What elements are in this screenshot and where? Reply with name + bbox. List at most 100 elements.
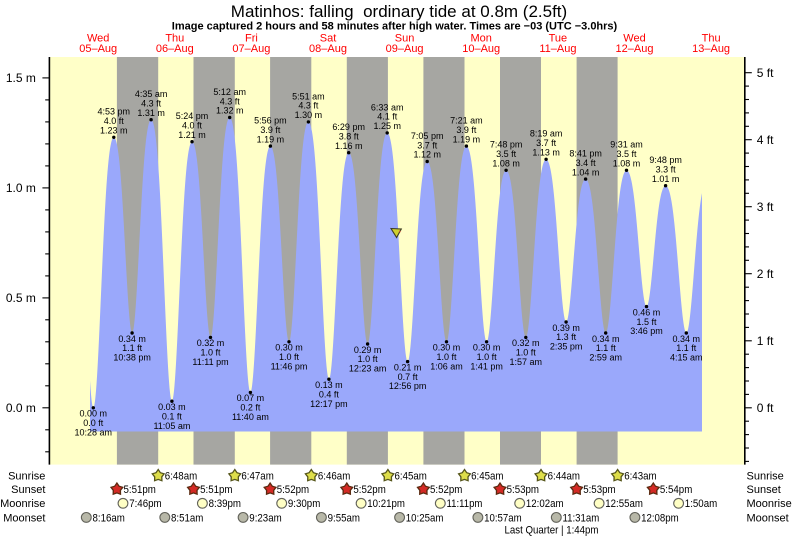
svg-text:Moonset: Moonset [747, 512, 789, 524]
svg-text:6:43am: 6:43am [624, 471, 656, 483]
svg-text:0.32 m: 0.32 m [512, 338, 540, 348]
svg-text:3:46 pm: 3:46 pm [630, 326, 663, 336]
svg-text:9:48 pm: 9:48 pm [649, 155, 682, 165]
svg-text:1.16 m: 1.16 m [335, 141, 363, 151]
svg-text:0.7 ft: 0.7 ft [398, 372, 419, 382]
svg-text:08–Aug: 08–Aug [309, 43, 347, 55]
svg-text:5:52pm: 5:52pm [277, 484, 309, 496]
svg-text:0.07 m: 0.07 m [237, 393, 265, 403]
svg-text:4.0 ft: 4.0 ft [104, 116, 125, 126]
svg-text:3.7 ft: 3.7 ft [536, 138, 557, 148]
svg-text:0.39 m: 0.39 m [552, 323, 580, 333]
svg-text:11–Aug: 11–Aug [539, 43, 576, 55]
svg-text:Matinhos: falling ordinary ti: Matinhos: falling ordinary tide at 0.8m … [231, 2, 567, 21]
svg-text:Thu: Thu [702, 32, 721, 44]
svg-text:12–Aug: 12–Aug [616, 43, 654, 55]
svg-text:0.5 m: 0.5 m [6, 291, 36, 305]
svg-text:3.4 ft: 3.4 ft [576, 158, 597, 168]
svg-text:3 ft: 3 ft [757, 200, 774, 214]
svg-text:1.32 m: 1.32 m [216, 106, 244, 116]
svg-text:1.0 ft: 1.0 ft [279, 352, 300, 362]
svg-text:12:17 pm: 12:17 pm [310, 399, 348, 409]
svg-text:9:31 am: 9:31 am [610, 140, 643, 150]
svg-text:11:11 pm: 11:11 pm [192, 357, 228, 367]
svg-text:6:46am: 6:46am [318, 471, 350, 483]
svg-text:1.0 ft: 1.0 ft [358, 354, 379, 364]
svg-text:1 ft: 1 ft [757, 334, 774, 348]
svg-text:Mon: Mon [470, 32, 491, 44]
svg-text:4.3 ft: 4.3 ft [141, 99, 162, 109]
svg-text:1.0 ft: 1.0 ft [477, 352, 498, 362]
svg-text:0.29 m: 0.29 m [354, 345, 382, 355]
svg-text:0.46 m: 0.46 m [633, 307, 661, 317]
svg-text:5:51pm: 5:51pm [124, 484, 156, 496]
svg-text:1.0 ft: 1.0 ft [436, 352, 457, 362]
svg-text:Moonrise: Moonrise [747, 498, 792, 510]
svg-text:1:50am: 1:50am [685, 498, 717, 510]
svg-text:1:57 am: 1:57 am [510, 357, 543, 367]
svg-text:1.08 m: 1.08 m [613, 159, 641, 169]
svg-text:Moonrise: Moonrise [0, 498, 45, 510]
svg-text:Wed: Wed [87, 32, 109, 44]
svg-text:10–Aug: 10–Aug [462, 43, 500, 55]
svg-text:2:35 pm: 2:35 pm [550, 342, 583, 352]
svg-text:5:51pm: 5:51pm [200, 484, 232, 496]
svg-text:0.21 m: 0.21 m [394, 362, 422, 372]
svg-text:05–Aug: 05–Aug [79, 43, 117, 55]
svg-text:5:12 am: 5:12 am [213, 87, 246, 97]
svg-text:0.34 m: 0.34 m [673, 334, 701, 344]
svg-text:4:53 pm: 4:53 pm [98, 107, 131, 117]
svg-text:4:35 am: 4:35 am [135, 89, 168, 99]
svg-text:6:44am: 6:44am [548, 471, 580, 483]
svg-text:3.3 ft: 3.3 ft [656, 165, 677, 175]
svg-text:0.0 ft: 0.0 ft [83, 418, 104, 428]
svg-text:1:41 pm: 1:41 pm [470, 361, 503, 371]
svg-text:5:51 am: 5:51 am [292, 91, 325, 101]
svg-text:5:54pm: 5:54pm [660, 484, 692, 496]
svg-text:11:31am: 11:31am [563, 512, 600, 524]
svg-text:6:48am: 6:48am [165, 471, 197, 483]
svg-text:5:24 pm: 5:24 pm [176, 111, 209, 121]
svg-text:Sunset: Sunset [11, 484, 45, 496]
svg-text:Sat: Sat [320, 32, 337, 44]
svg-text:Last Quarter | 1:44pm: Last Quarter | 1:44pm [505, 524, 599, 536]
svg-text:6:29 pm: 6:29 pm [332, 122, 365, 132]
svg-text:1.5 ft: 1.5 ft [636, 317, 657, 327]
svg-text:5 ft: 5 ft [757, 66, 774, 80]
svg-text:5:52pm: 5:52pm [353, 484, 385, 496]
svg-text:9:30pm: 9:30pm [288, 498, 320, 510]
svg-text:9:23am: 9:23am [249, 512, 281, 524]
svg-text:11:11pm: 11:11pm [447, 498, 483, 510]
svg-text:Sunrise: Sunrise [747, 471, 784, 483]
svg-text:7:46pm: 7:46pm [129, 498, 161, 510]
svg-text:7:05 pm: 7:05 pm [411, 131, 444, 141]
svg-text:4.0 ft: 4.0 ft [182, 121, 203, 131]
svg-text:1.5 m: 1.5 m [6, 71, 36, 85]
svg-text:3.8 ft: 3.8 ft [339, 132, 360, 142]
svg-text:6:45am: 6:45am [471, 471, 503, 483]
svg-text:4.1 ft: 4.1 ft [377, 112, 398, 122]
svg-text:Tue: Tue [549, 32, 568, 44]
svg-text:11:46 pm: 11:46 pm [271, 361, 308, 371]
svg-text:Thu: Thu [165, 32, 184, 44]
svg-text:1.25 m: 1.25 m [373, 121, 401, 131]
svg-text:12:55am: 12:55am [605, 498, 643, 510]
svg-text:5:53pm: 5:53pm [507, 484, 539, 496]
svg-text:12:56 pm: 12:56 pm [389, 381, 427, 391]
svg-text:8:41 pm: 8:41 pm [569, 149, 602, 159]
svg-text:7:21 am: 7:21 am [450, 116, 483, 126]
svg-text:3.7 ft: 3.7 ft [417, 140, 438, 150]
svg-text:1:06 am: 1:06 am [430, 361, 463, 371]
svg-text:5:56 pm: 5:56 pm [254, 116, 287, 126]
svg-text:8:39pm: 8:39pm [209, 498, 241, 510]
svg-text:0.34 m: 0.34 m [118, 334, 146, 344]
svg-text:0.1 ft: 0.1 ft [162, 411, 183, 421]
svg-text:1.19 m: 1.19 m [453, 134, 481, 144]
svg-text:2:59 am: 2:59 am [589, 353, 622, 363]
svg-text:4:15 am: 4:15 am [670, 353, 703, 363]
svg-text:1.19 m: 1.19 m [257, 134, 285, 144]
svg-text:1.08 m: 1.08 m [492, 159, 520, 169]
svg-text:0 ft: 0 ft [757, 401, 774, 415]
svg-text:1.01 m: 1.01 m [652, 174, 680, 184]
svg-text:8:51am: 8:51am [171, 512, 203, 524]
